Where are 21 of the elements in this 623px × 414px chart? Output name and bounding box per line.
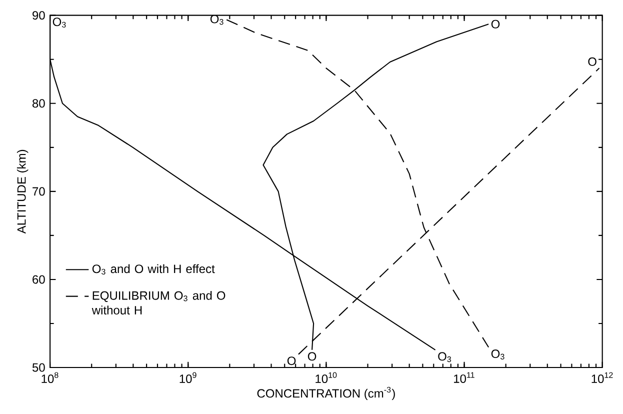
annotation: O$_{3}$	[438, 352, 452, 362]
x-tick-label: 10$^{12}$	[592, 372, 613, 383]
x-tick-label: 10$^{8}$	[42, 372, 58, 383]
x-axis-title: CONCENTRATION (cm$^{-3}$)	[257, 386, 395, 400]
annotation: O	[287, 356, 296, 365]
annotation: O$_{3}$	[491, 349, 504, 360]
y-tick-label: 80	[32, 99, 45, 108]
y-tick-label: 60	[32, 275, 45, 284]
y-tick-label: 70	[32, 187, 45, 196]
annotation: O	[588, 57, 596, 66]
x-tick-label: 10$^{9}$	[180, 372, 196, 383]
legend-label: O$_{3}$ and O with H effect	[92, 264, 215, 274]
text: EQUILIBRIUM O$_{3}$ and O without H	[92, 290, 226, 314]
y-tick-label: 50	[32, 363, 45, 372]
y-tick-label: 90	[32, 10, 45, 20]
annotation: O$_{3}$	[52, 18, 66, 28]
x-tick-label: 10$^{10}$	[316, 372, 337, 383]
y-axis-title: ALTITUDE (km)	[16, 150, 28, 234]
x-tick-label: 10$^{11}$	[454, 372, 474, 383]
annotation: O	[491, 20, 500, 28]
annotation: O	[308, 352, 316, 361]
